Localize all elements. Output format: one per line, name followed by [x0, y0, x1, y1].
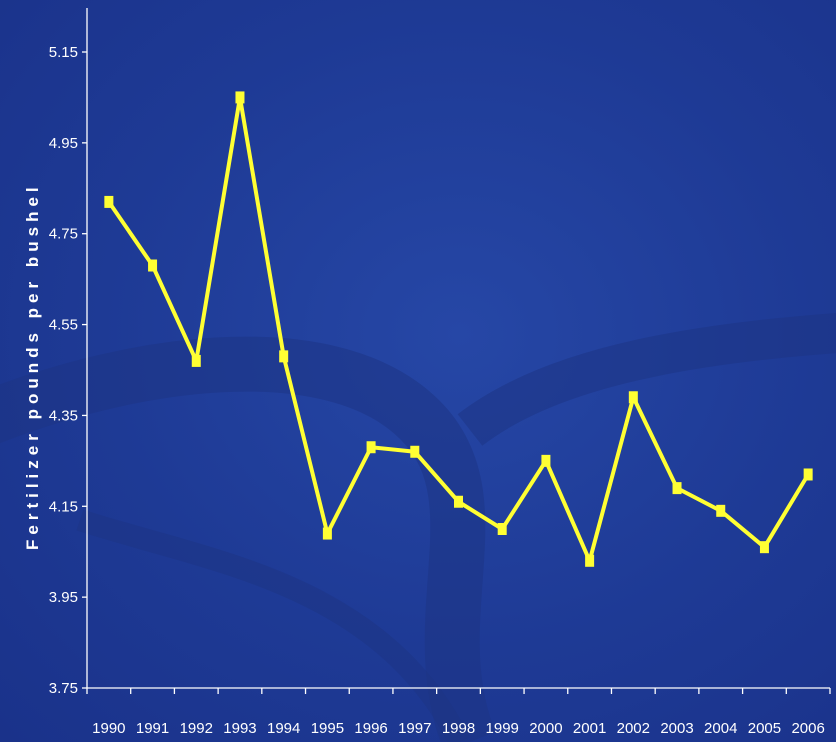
- x-tick-label: 1997: [398, 720, 431, 737]
- x-tick-label: 1995: [311, 720, 344, 737]
- background-swirl: [0, 312, 836, 742]
- x-tick-label: 2002: [617, 720, 650, 737]
- data-point: [454, 495, 463, 508]
- series-group: [104, 91, 813, 567]
- data-point: [410, 445, 420, 458]
- x-tick-label: 1994: [267, 720, 300, 737]
- data-point: [541, 454, 551, 467]
- x-tick-label: 1996: [354, 720, 387, 737]
- y-tick-label: 4.55: [49, 317, 78, 334]
- y-axis: 3.75 3.95 4.15 4.35 4.55 4.75 4.95 5.15: [49, 8, 88, 697]
- data-point: [366, 441, 376, 454]
- data-point: [672, 482, 682, 495]
- y-tick-label: 3.95: [49, 589, 78, 606]
- data-point: [716, 504, 726, 517]
- x-tick-label: 2004: [704, 720, 737, 737]
- data-point: [322, 527, 332, 540]
- data-point: [104, 195, 114, 208]
- x-tick-label: 1998: [442, 720, 475, 737]
- data-point: [803, 468, 813, 481]
- x-tick-label: 1993: [223, 720, 256, 737]
- x-tick-label: 2001: [573, 720, 606, 737]
- x-tick-label: 2005: [748, 720, 781, 737]
- data-point: [628, 391, 638, 404]
- data-point: [148, 259, 158, 272]
- x-tick-label: 2006: [791, 720, 824, 737]
- data-point: [279, 350, 289, 363]
- x-tick-label: 1999: [486, 720, 519, 737]
- y-axis-title: Fertilizer pounds per bushel: [23, 182, 42, 550]
- x-tick-label: 2000: [529, 720, 562, 737]
- data-point: [497, 523, 507, 535]
- data-point: [585, 554, 595, 567]
- x-tick-label: 1990: [92, 720, 125, 737]
- y-tick-label: 4.35: [49, 407, 78, 424]
- y-tick-label: 5.15: [49, 44, 78, 61]
- data-point: [191, 354, 201, 367]
- data-point: [759, 541, 769, 554]
- y-tick-label: 4.15: [49, 498, 78, 515]
- x-tick-label: 1992: [180, 720, 213, 737]
- data-point: [235, 91, 245, 104]
- y-tick-label: 4.95: [49, 135, 78, 152]
- y-tick-label: 4.75: [49, 226, 78, 243]
- x-tick-label: 2003: [660, 720, 693, 737]
- x-axis: 1990 1991 1992 1993 1994 1995 1996 1997 1998 1999…: [86, 687, 831, 737]
- x-tick-label: 1991: [136, 720, 169, 737]
- y-tick-label: 3.75: [49, 680, 78, 697]
